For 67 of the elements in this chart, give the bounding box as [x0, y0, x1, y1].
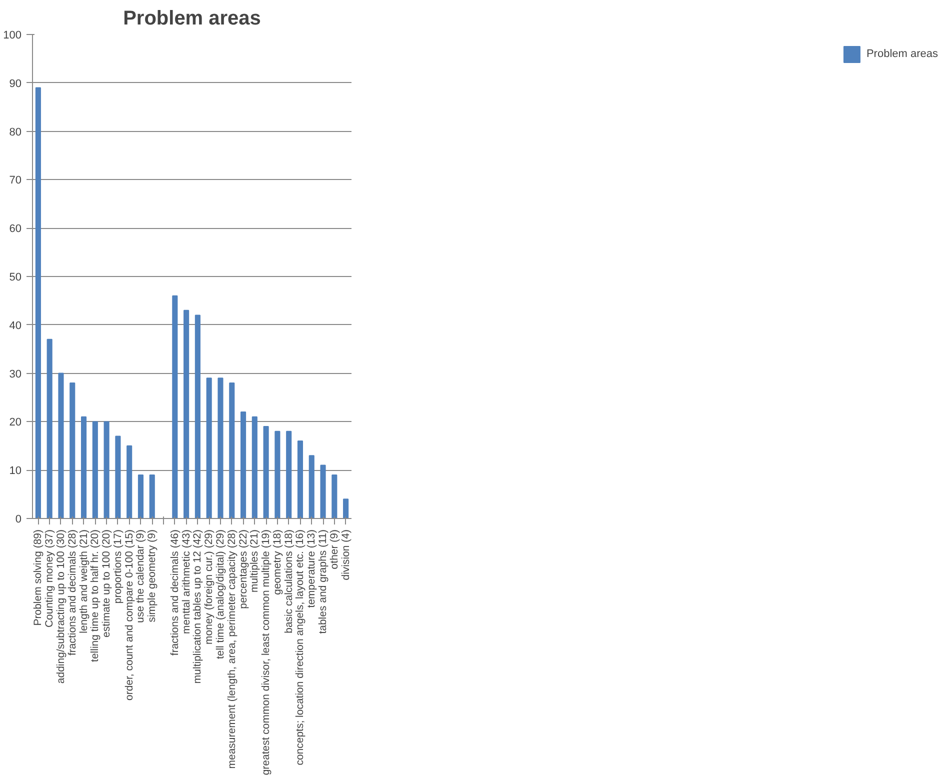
- y-tick-label: 70: [9, 174, 22, 187]
- bar: [58, 372, 64, 518]
- x-tick-label: adding/subtracting up to 100 (30): [54, 529, 67, 684]
- chart-title: Problem areas: [123, 8, 261, 30]
- y-tick-label: 30: [9, 368, 22, 380]
- x-tick-label: tables and graphs (11): [317, 529, 330, 634]
- x-tick-label: menttal arithmetic (43): [180, 530, 192, 634]
- x-tick-label: simple geometry (9): [146, 529, 158, 622]
- x-tick-label: Problem solving (89): [32, 529, 44, 626]
- x-tick-label: temperature (13): [306, 530, 318, 608]
- y-tick-label: 100: [3, 30, 22, 42]
- bar: [218, 378, 224, 518]
- bar: [172, 295, 178, 518]
- bar: [286, 430, 292, 518]
- x-tick-label: money (foreign cur.) (29): [203, 529, 216, 644]
- bar: [229, 382, 235, 518]
- x-tick-label: division (4): [340, 529, 352, 580]
- x-tick-label: greatest common divisor, least common multiple (19): [260, 529, 272, 776]
- x-tick-label: percentages (22): [237, 529, 250, 609]
- x-tick-label: basic calculations (18): [282, 529, 295, 634]
- x-tick-label: concepts; location direction angels, layout etc. (16): [294, 529, 306, 766]
- legend-label: Problem areas: [866, 48, 938, 60]
- x-tick-label: geometry (18): [271, 530, 284, 595]
- bar: [274, 430, 280, 518]
- x-tick-label: multiples (21): [248, 529, 261, 593]
- x-tick-label: estimate up to 100 (20): [100, 529, 113, 638]
- bar: [343, 498, 349, 518]
- bar: [206, 378, 212, 518]
- x-tick-label: length and weigth (21): [78, 529, 90, 634]
- x-tick-label: order, count and compare 0-100 (15): [123, 529, 136, 701]
- bar: [70, 382, 76, 518]
- bar: [126, 445, 132, 518]
- bar: [332, 474, 338, 518]
- x-tick-label: other (9): [328, 529, 340, 570]
- y-tick-label: 80: [9, 126, 22, 138]
- x-tick-label: use the calendar (9): [134, 529, 147, 623]
- y-tick-label: 90: [9, 78, 22, 90]
- x-tick-label: multiplication tables up to 12 (42): [192, 529, 204, 684]
- x-tick-label: telling time up to half hr. (20): [89, 529, 102, 662]
- bar: [263, 426, 269, 518]
- bar: [184, 310, 190, 518]
- bar: [149, 474, 155, 518]
- bar: [80, 416, 87, 518]
- x-tick-label: proportions (17): [112, 529, 124, 604]
- y-tick-label: 50: [9, 272, 22, 284]
- y-tick-label: 40: [9, 320, 22, 332]
- bar: [35, 87, 41, 518]
- bar: [252, 416, 258, 518]
- x-tick-label: Counting money (37): [44, 529, 56, 628]
- y-tick-label: 10: [9, 465, 22, 478]
- y-tick-label: 60: [9, 223, 22, 236]
- x-tick-label: fractions and decimals (28): [66, 529, 78, 656]
- x-tick-label: fractions and decimals (46): [168, 529, 181, 656]
- y-tick-label: 0: [15, 514, 22, 526]
- y-tick-label: 20: [9, 416, 22, 429]
- bar: [194, 314, 200, 518]
- bar: [115, 436, 121, 518]
- bar: [320, 464, 326, 518]
- bar: [138, 474, 144, 518]
- bar: [297, 440, 304, 518]
- bar: [92, 421, 98, 518]
- bar: [308, 455, 314, 518]
- x-tick-label: measurement (length, area, perimeter capacity (28): [226, 529, 238, 769]
- bar: [46, 338, 52, 518]
- x-tick-label: tell time (analog/digital) (29): [214, 529, 226, 660]
- bar: [240, 412, 246, 518]
- bar: [104, 421, 110, 518]
